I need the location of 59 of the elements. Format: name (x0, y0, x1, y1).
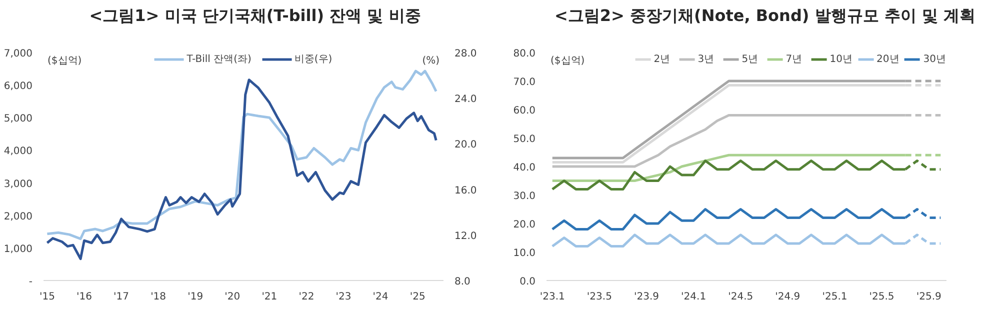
x-tick-label: '23 (336, 292, 352, 302)
x-tick-label: '20 (224, 292, 240, 302)
y2-tick-label: 16.0 (454, 185, 477, 196)
legend-label: 7년 (786, 53, 804, 66)
y-tick-label: 7,000 (4, 48, 33, 60)
y-axis-title: ($십억) (550, 56, 585, 66)
legend-label: 10년 (830, 53, 853, 66)
x-tick-label: '25.5 (869, 292, 894, 302)
legend-label: T-Bill 잔액(좌) (186, 53, 252, 66)
x-tick-label: '24.5 (728, 292, 754, 302)
line-series (46, 78, 438, 260)
y-tick-label: 60.0 (513, 106, 536, 116)
legend-label: 5년 (742, 53, 760, 66)
y-tick-label: - (28, 276, 33, 288)
y-tick-label: 0.0 (520, 276, 536, 288)
y-tick-label: 3,000 (4, 178, 33, 190)
x-tick-label: '25.9 (916, 292, 942, 302)
x-tick-label: '23.1 (540, 292, 565, 302)
chart-title: <그림2> 중장기채(Note, Bond) 발행규모 추이 및 계획 (554, 5, 976, 27)
y-tick-label: 80.0 (513, 48, 536, 60)
y-tick-label: 20.0 (513, 220, 536, 230)
line-series (46, 70, 438, 240)
legend-label: 30년 (923, 53, 946, 66)
y-tick-label: 30.0 (513, 191, 536, 202)
x-tick-label: '25.1 (822, 292, 848, 302)
x-tick-label: '25 (410, 292, 426, 302)
y-tick-label: 5,000 (4, 114, 33, 125)
x-tick-label: '23.5 (586, 292, 612, 302)
x-tick-label: '24.9 (775, 292, 800, 302)
legend-label: 3년 (698, 53, 716, 66)
y-tick-label: 6,000 (4, 81, 33, 92)
y-tick-label: 2,000 (4, 211, 33, 222)
x-tick-label: '23.9 (634, 292, 660, 302)
x-tick-label: '19 (188, 292, 204, 302)
y-axis-title: ($십억) (48, 56, 82, 66)
y-tick-label: 70.0 (513, 77, 536, 88)
legend-label: 2년 (654, 53, 672, 66)
legend-label: 비중(우) (294, 53, 332, 66)
legend-label: 20년 (876, 53, 900, 66)
x-tick-label: '24 (372, 292, 388, 302)
x-tick-label: '15 (39, 292, 55, 302)
x-tick-label: '24.1 (681, 292, 706, 302)
y2-tick-label: 24.0 (454, 94, 477, 106)
x-tick-label: '18 (150, 292, 166, 302)
x-tick-label: '17 (114, 292, 130, 302)
y-tick-label: 50.0 (513, 134, 536, 145)
y-tick-label: 1,000 (4, 244, 33, 255)
x-tick-label: '21 (262, 292, 278, 302)
y2-tick-label: 28.0 (454, 48, 477, 60)
x-tick-label: '16 (76, 292, 92, 302)
y-tick-label: 10.0 (513, 248, 536, 259)
y2-tick-label: 20.0 (454, 140, 477, 151)
y2-tick-label: 12.0 (454, 230, 477, 242)
y2-axis-title: (%) (422, 56, 440, 66)
chart-title: <그림1> 미국 단기국채(T-bill) 잔액 및 비중 (89, 5, 421, 27)
y-tick-label: 4,000 (4, 146, 33, 158)
y2-tick-label: 8.0 (454, 276, 470, 288)
y-tick-label: 40.0 (513, 162, 536, 174)
x-tick-label: '22 (298, 292, 314, 302)
